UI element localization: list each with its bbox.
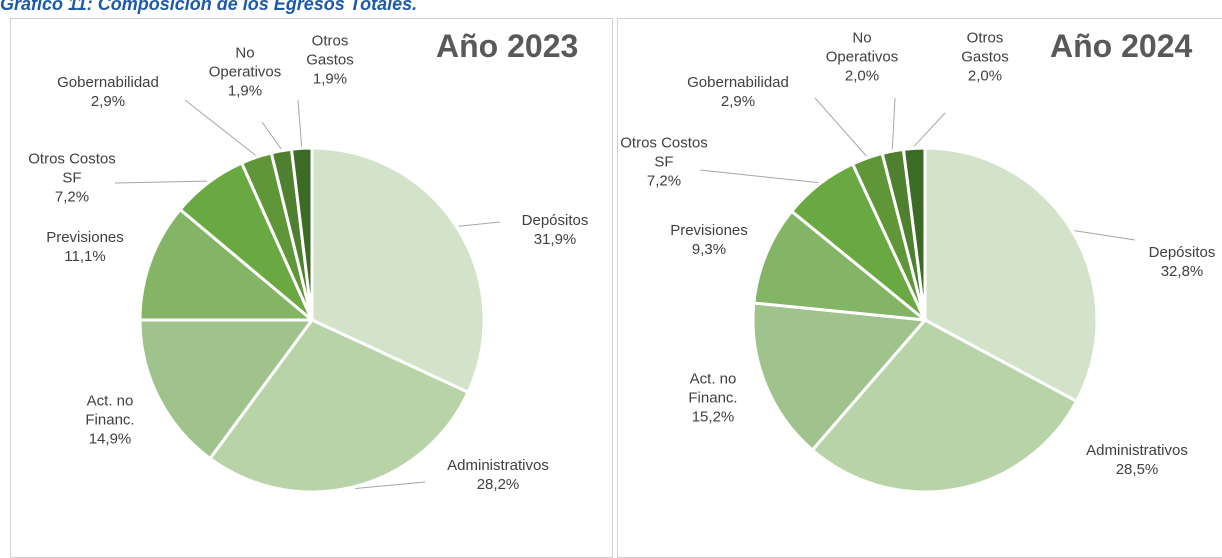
slice-name: Gobernabilidad [57, 74, 159, 91]
pie-slice [138, 318, 315, 461]
pie-slice [901, 146, 927, 321]
slice-value: 14,9% [88, 430, 132, 448]
leader-line [699, 169, 819, 184]
slice-name: No Operativos [825, 29, 899, 66]
slice-value: 31,9% [533, 231, 577, 248]
data-label: Act. no Financ. 15,2% [678, 370, 748, 427]
slice-name: No Operativos [208, 44, 282, 81]
pie-slice [923, 146, 1099, 404]
data-label: Act. no Financ. 14,9% [75, 392, 145, 449]
data-label: Otros Costos SF 7,2% [619, 134, 709, 191]
slice-value: 2,0% [844, 67, 880, 85]
leader-line [913, 112, 946, 147]
chart-title: Año 2023 [436, 28, 579, 64]
charts [114, 97, 1136, 494]
slice-name: Otros Costos SF [620, 134, 708, 171]
pie-slice [752, 209, 930, 322]
data-label: Depósitos 31,9% [500, 211, 610, 249]
leader-line [891, 97, 896, 150]
data-label: Administrativos 28,2% [428, 456, 568, 494]
data-label: Previsiones 9,3% [649, 221, 769, 259]
data-label: Depósitos 32,8% [1137, 243, 1222, 281]
slice-value: 2,9% [720, 93, 756, 110]
leader-line [814, 97, 867, 157]
slice-value: 32,8% [1160, 263, 1204, 280]
slice-value: 28,2% [476, 476, 520, 493]
chart-title: Año 2024 [1050, 28, 1193, 64]
data-label: Gobernabilidad 2,9% [33, 73, 183, 111]
slice-value: 2,0% [967, 67, 1003, 85]
data-label: Otros Gastos 1,9% [300, 32, 360, 89]
slice-value: 1,9% [227, 82, 263, 100]
data-label: Otros Costos SF 7,2% [27, 150, 117, 207]
slice-value: 7,2% [646, 172, 682, 190]
slice-name: Otros Costos SF [28, 150, 116, 187]
data-label: Otros Gastos 2,0% [955, 29, 1015, 86]
slice-name: Previsiones [46, 229, 124, 246]
leader-line [184, 99, 256, 156]
leader-line [458, 221, 501, 227]
pie-slice [207, 318, 471, 494]
slice-value: 11,1% [64, 248, 106, 265]
data-label: Administrativos 28,5% [1067, 441, 1207, 479]
leader-line [297, 99, 303, 147]
slice-name: Gobernabilidad [687, 74, 789, 91]
pie-slice [138, 207, 317, 322]
slice-name: Administrativos [1086, 442, 1188, 459]
slice-value: 1,9% [312, 70, 348, 88]
data-label: Gobernabilidad 2,9% [663, 73, 813, 111]
slice-name: Administrativos [447, 457, 549, 474]
slice-name: Depósitos [1148, 244, 1216, 261]
slice-name: Otros Gastos [306, 32, 354, 69]
page-title: Gráfico 11: Composición de los Egresos T… [0, 0, 418, 14]
leader-line [114, 180, 208, 184]
slice-value: 7,2% [54, 188, 90, 206]
leader-line [1074, 230, 1136, 241]
leader-line [355, 481, 426, 490]
slice-name: Otros Gastos [961, 29, 1009, 66]
slice-value: 28,5% [1115, 461, 1159, 478]
leader-line [261, 121, 282, 150]
data-label: Previsiones 11,1% [25, 228, 145, 266]
data-label: No Operativos 2,0% [817, 29, 907, 86]
pie-slice [310, 146, 486, 395]
slice-name: Act. no Financ. [85, 392, 135, 429]
slice-value: 2,9% [90, 93, 126, 110]
pie-slice [810, 318, 1079, 494]
slice-value: 9,3% [691, 241, 727, 258]
slice-value: 15,2% [691, 408, 735, 426]
slice-name: Act. no Financ. [688, 370, 738, 407]
slice-name: Depósitos [521, 212, 589, 229]
pie-slice [289, 146, 314, 321]
pie-slice [751, 301, 929, 453]
data-label: No Operativos 1,9% [200, 44, 290, 101]
slice-name: Previsiones [670, 222, 748, 239]
